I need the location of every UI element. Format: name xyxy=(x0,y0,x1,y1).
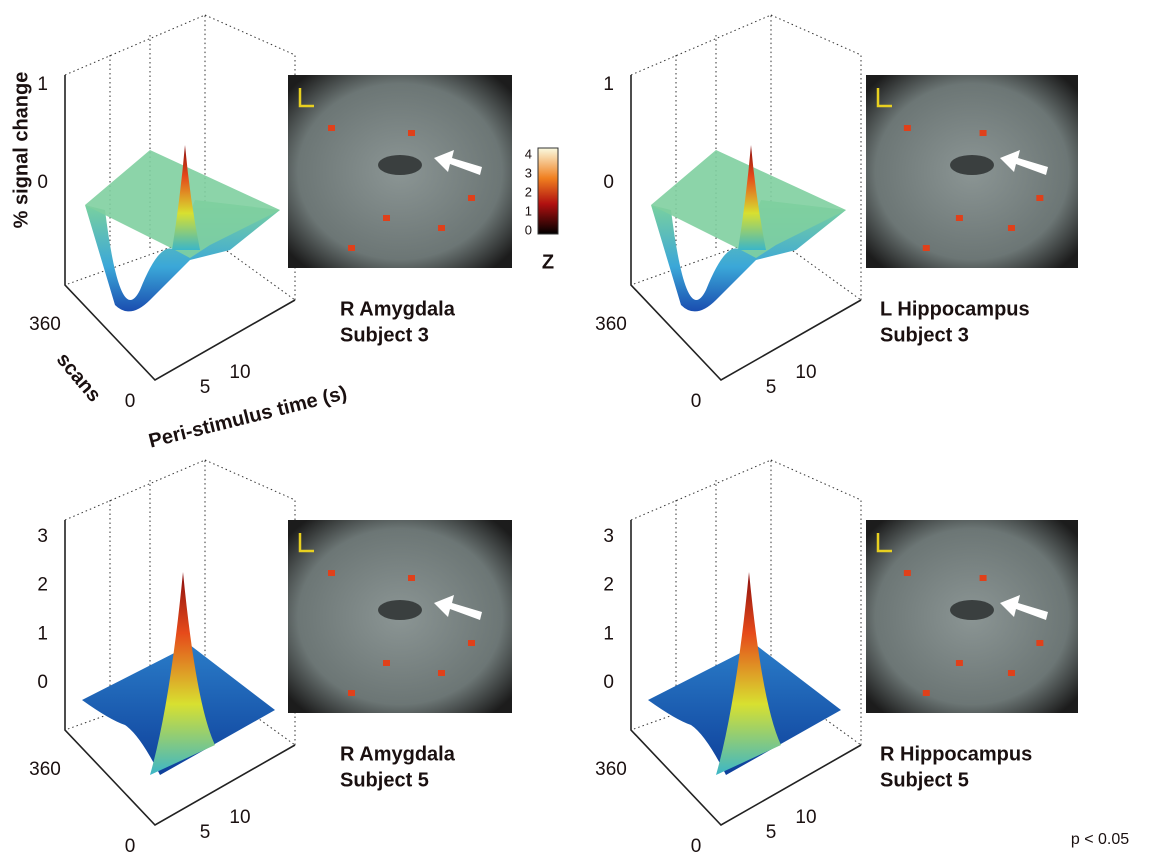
activation xyxy=(1008,670,1015,676)
brain-ventricle xyxy=(950,155,994,175)
time-tick-label: 5 xyxy=(200,822,211,843)
region-label: L Hippocampus xyxy=(880,298,1030,320)
activation xyxy=(383,660,390,666)
z-axis-label: % signal change xyxy=(10,72,32,229)
z-tick-label: 0 xyxy=(603,172,614,193)
threshold: p < 0.05 xyxy=(1071,831,1129,848)
activation xyxy=(328,125,335,131)
z-tick-label: 2 xyxy=(37,575,48,596)
activation xyxy=(348,245,355,251)
region-label: R Amygdala xyxy=(340,298,456,320)
z-tick-label: 0 xyxy=(603,672,614,693)
z-tick-label: 0 xyxy=(37,172,48,193)
scan-tick-label: 0 xyxy=(691,391,702,412)
activation xyxy=(1036,640,1043,646)
scan-tick-label: 0 xyxy=(125,391,136,412)
time-tick-label: 10 xyxy=(795,807,816,828)
colorbar-tick: 2 xyxy=(525,184,532,199)
z-tick-label: 1 xyxy=(37,74,48,95)
activation xyxy=(904,125,911,131)
activation xyxy=(408,130,415,136)
scan-tick-label: 360 xyxy=(29,314,61,335)
activation xyxy=(383,215,390,221)
activation xyxy=(980,130,987,136)
z-tick-label: 0 xyxy=(37,672,48,693)
subject-label: Subject 5 xyxy=(880,769,969,791)
time-tick-label: 5 xyxy=(200,377,211,398)
time-axis-label: Peri-stimulus time (s) xyxy=(146,382,349,453)
activation xyxy=(904,570,911,576)
activation xyxy=(956,660,963,666)
activation xyxy=(980,575,987,581)
time-tick-label: 5 xyxy=(766,377,777,398)
activation xyxy=(468,195,475,201)
scan-tick-label: 360 xyxy=(29,759,61,780)
time-tick-label: 10 xyxy=(229,362,250,383)
scan-tick-label: 360 xyxy=(595,314,627,335)
colorbar xyxy=(538,148,558,234)
brain-ventricle xyxy=(378,155,422,175)
scan-tick-label: 0 xyxy=(691,836,702,857)
brain-ventricle xyxy=(378,600,422,620)
subject-label: Subject 3 xyxy=(340,324,429,346)
colorbar-tick: 0 xyxy=(525,222,532,237)
subject-label: Subject 3 xyxy=(880,324,969,346)
activation xyxy=(438,670,445,676)
region-label: R Hippocampus xyxy=(880,743,1032,765)
time-tick-label: 10 xyxy=(229,807,250,828)
activation xyxy=(923,245,930,251)
z-tick-label: 3 xyxy=(603,526,614,547)
activation xyxy=(468,640,475,646)
colorbar-tick: 4 xyxy=(525,146,532,161)
z-tick-label: 2 xyxy=(603,575,614,596)
activation xyxy=(328,570,335,576)
z-tick-label: 1 xyxy=(603,623,614,644)
z-tick-label: 1 xyxy=(37,623,48,644)
scans-axis-label: scans xyxy=(52,349,105,407)
activation xyxy=(438,225,445,231)
activation xyxy=(348,690,355,696)
brain-ventricle xyxy=(950,600,994,620)
scan-tick-label: 360 xyxy=(595,759,627,780)
region-label: R Amygdala xyxy=(340,743,456,765)
z-tick-label: 1 xyxy=(603,74,614,95)
z-tick-label: 3 xyxy=(37,526,48,547)
activation xyxy=(1036,195,1043,201)
activation xyxy=(1008,225,1015,231)
time-tick-label: 5 xyxy=(766,822,777,843)
activation xyxy=(408,575,415,581)
time-tick-label: 10 xyxy=(795,362,816,383)
colorbar-label: Z xyxy=(542,251,554,273)
activation xyxy=(923,690,930,696)
scan-tick-label: 0 xyxy=(125,836,136,857)
figure: % signal change scans Peri-stimulus time… xyxy=(0,0,1167,859)
colorbar-tick: 3 xyxy=(525,165,532,180)
colorbar-tick: 1 xyxy=(525,203,532,218)
activation xyxy=(956,215,963,221)
subject-label: Subject 5 xyxy=(340,769,429,791)
